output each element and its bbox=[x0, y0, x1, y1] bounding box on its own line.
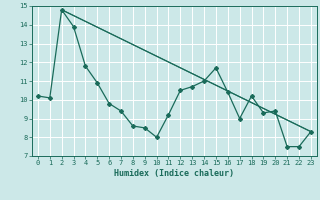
X-axis label: Humidex (Indice chaleur): Humidex (Indice chaleur) bbox=[115, 169, 234, 178]
